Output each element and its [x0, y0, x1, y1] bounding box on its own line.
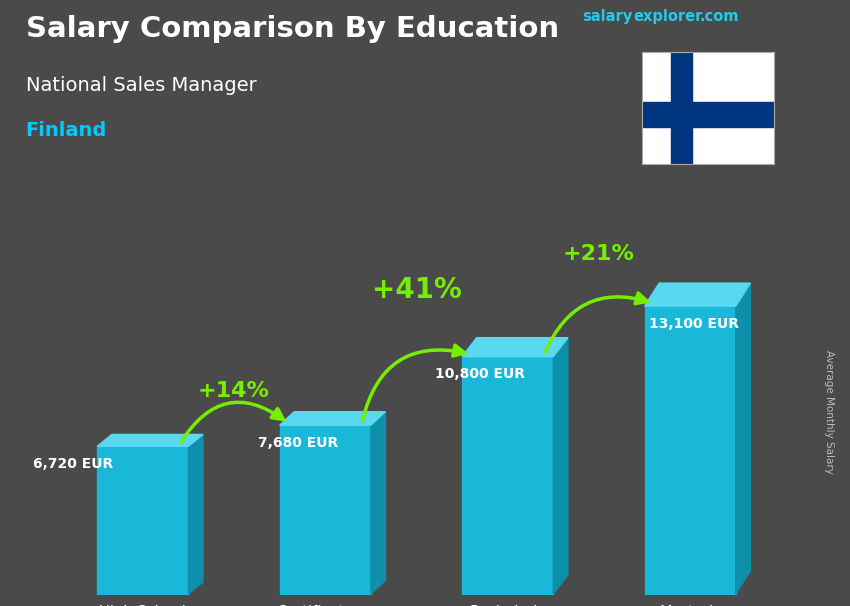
- Polygon shape: [280, 411, 386, 425]
- Text: 7,680 EUR: 7,680 EUR: [258, 436, 338, 450]
- Text: .com: .com: [700, 9, 739, 24]
- Polygon shape: [644, 283, 751, 306]
- Polygon shape: [736, 283, 751, 594]
- Text: 13,100 EUR: 13,100 EUR: [649, 317, 739, 331]
- Polygon shape: [553, 338, 568, 594]
- Polygon shape: [189, 435, 203, 594]
- Text: +41%: +41%: [371, 276, 462, 304]
- Text: 10,800 EUR: 10,800 EUR: [435, 367, 525, 381]
- Text: Salary Comparison By Education: Salary Comparison By Education: [26, 15, 558, 43]
- Text: Finland: Finland: [26, 121, 107, 140]
- Polygon shape: [371, 411, 386, 594]
- Text: National Sales Manager: National Sales Manager: [26, 76, 256, 95]
- Polygon shape: [97, 435, 203, 446]
- Text: +14%: +14%: [198, 381, 270, 401]
- Text: +21%: +21%: [563, 244, 635, 264]
- Text: explorer: explorer: [633, 9, 703, 24]
- Text: salary: salary: [582, 9, 632, 24]
- Text: Average Monthly Salary: Average Monthly Salary: [824, 350, 834, 474]
- Text: 6,720 EUR: 6,720 EUR: [33, 457, 114, 471]
- Polygon shape: [462, 338, 568, 356]
